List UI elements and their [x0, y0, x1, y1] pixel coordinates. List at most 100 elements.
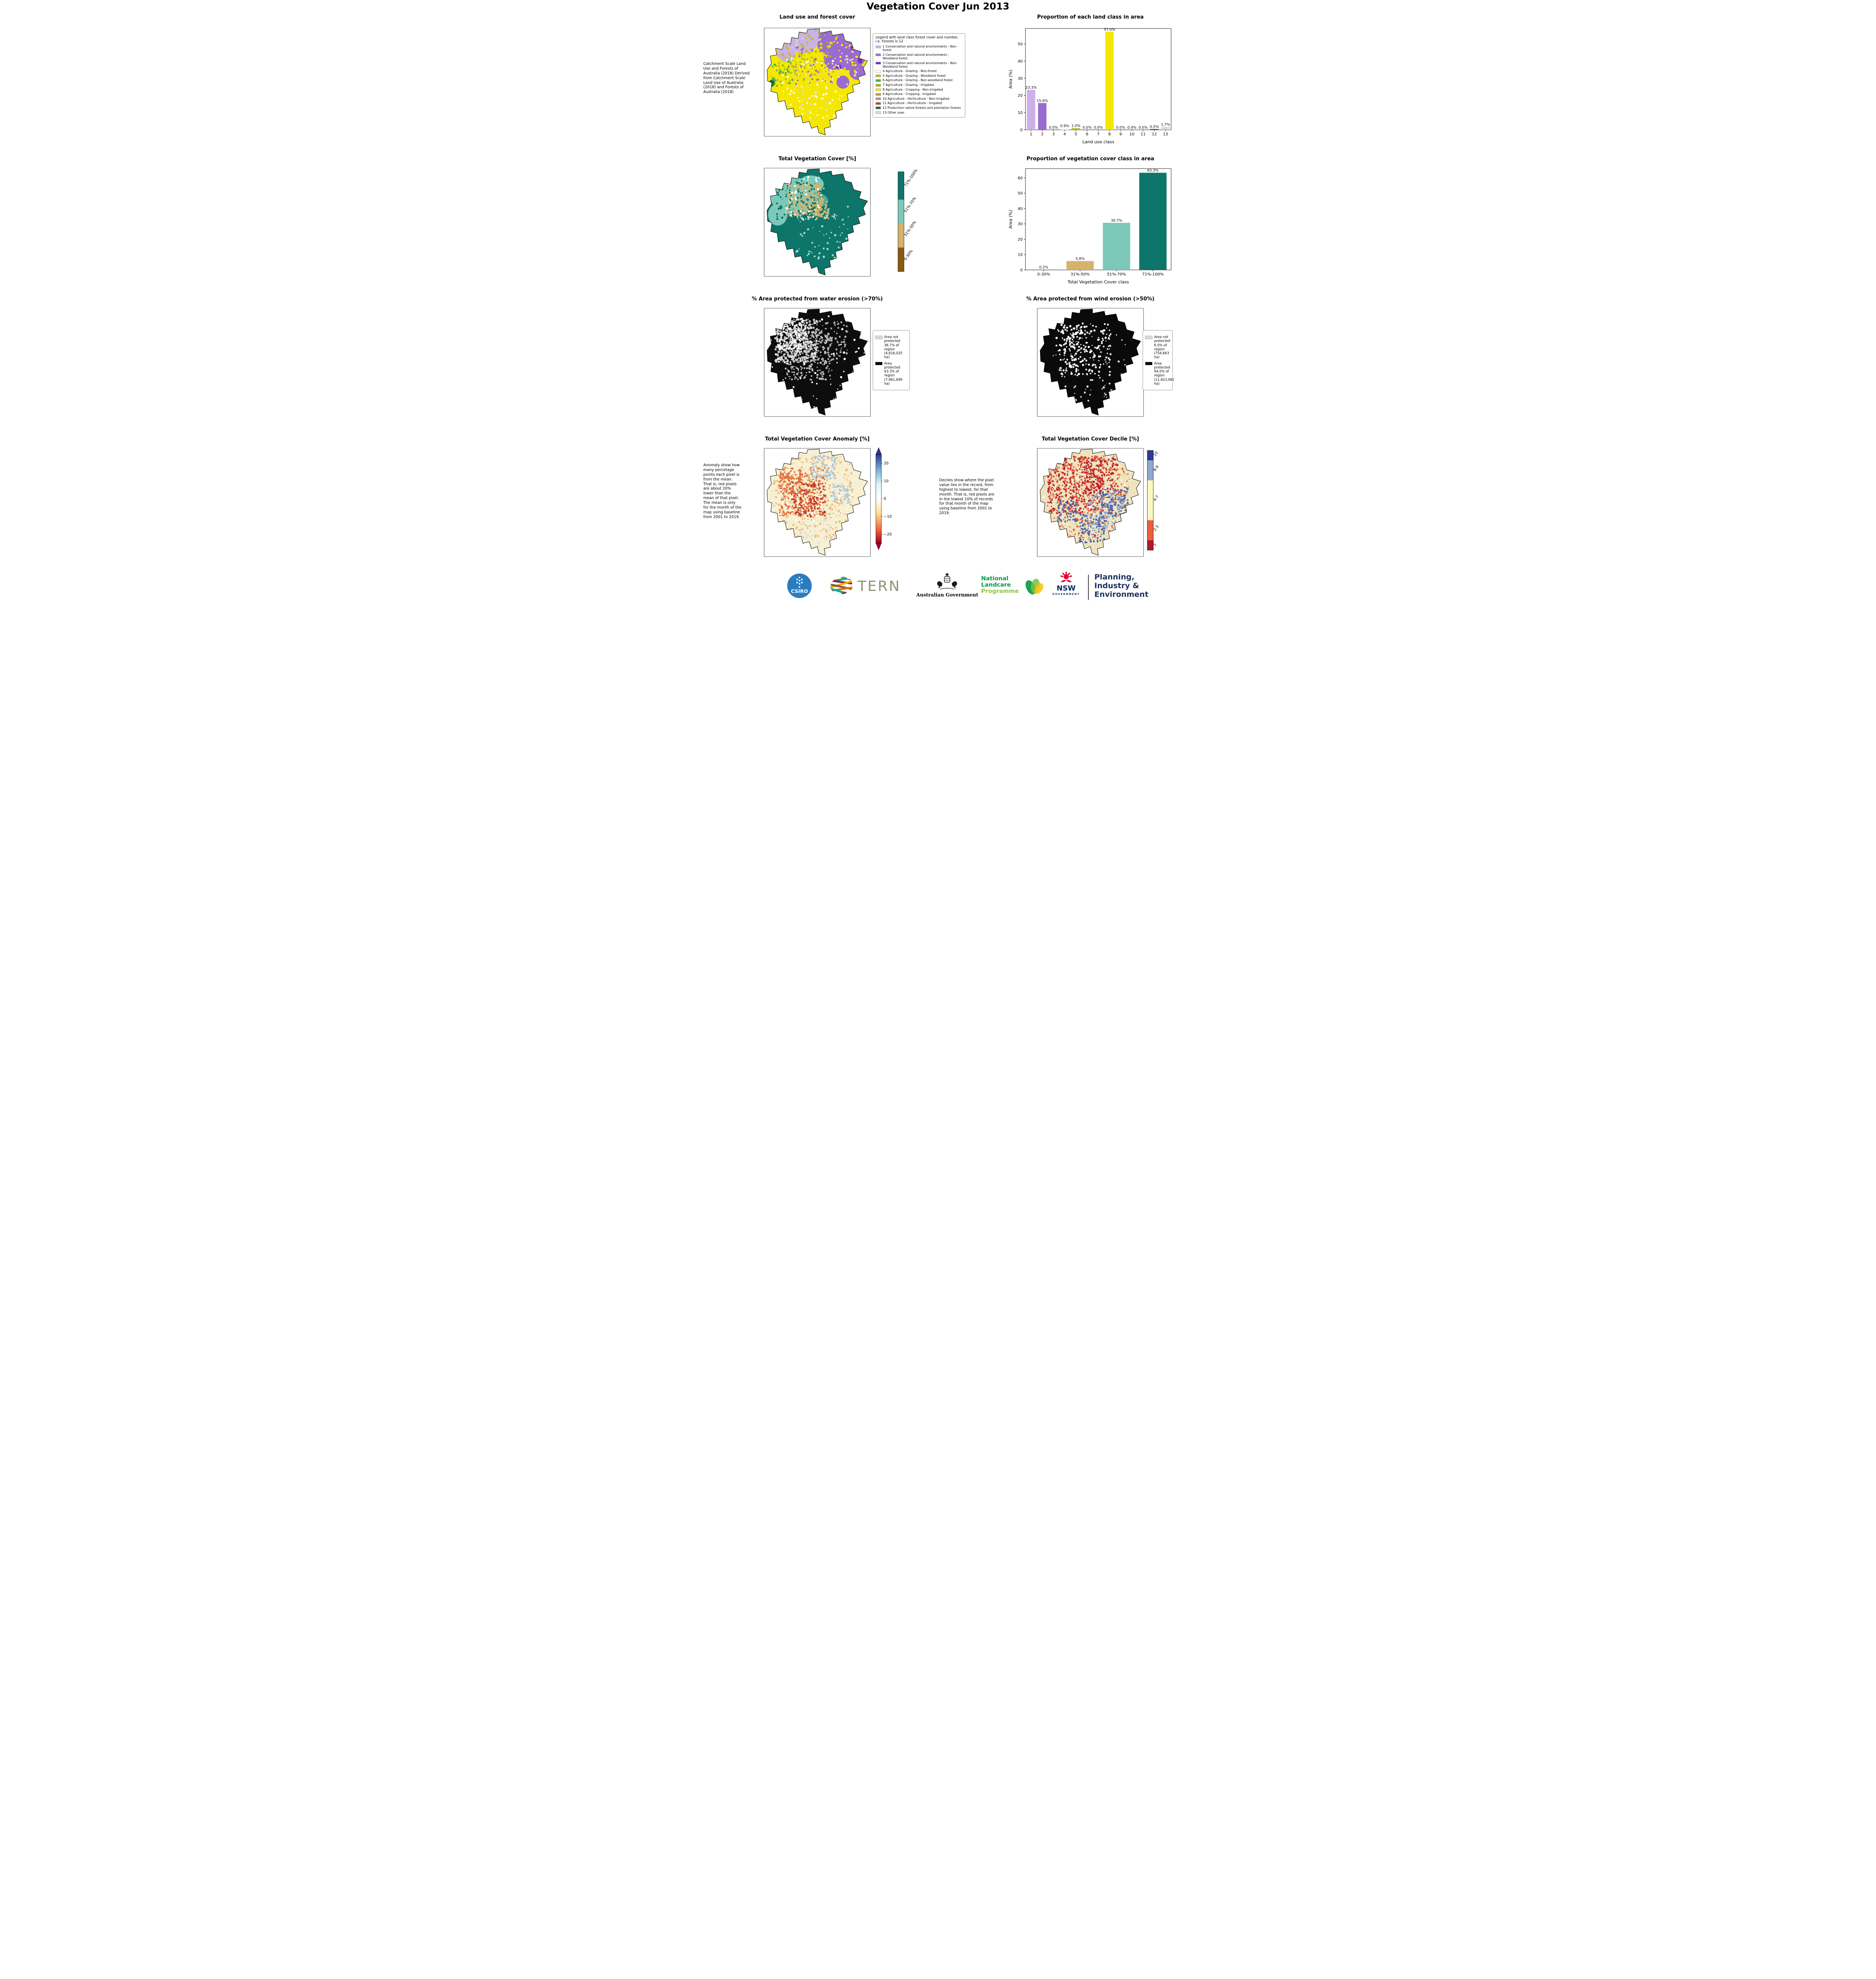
legend-item: 4 Agriculture - Grazing - Non-forest — [875, 69, 963, 73]
landuse-legend-title: Legend with land class forest cover and … — [875, 36, 959, 44]
x-tick-label: 12 — [1152, 132, 1157, 137]
decile-map-title: Total Vegetation Cover Decile [%] — [1042, 436, 1139, 442]
bar-value-label: 0.5% — [1150, 125, 1159, 129]
legend-swatch — [875, 335, 883, 339]
legend-item: 6 Agriculture - Grazing - Non-woodland f… — [875, 78, 963, 82]
australian-government-wordmark: Australian Government — [916, 592, 978, 598]
bar-value-label: 57.0% — [1104, 28, 1115, 32]
bar-13 — [1161, 127, 1170, 130]
catchment-outline — [767, 449, 868, 555]
anomaly-map — [764, 448, 871, 557]
planning-industry-environment-wordmark: Planning, Industry & Environment — [1094, 573, 1149, 599]
bar-value-label: 0.0% — [1116, 126, 1125, 130]
legend-label: Area not protected 6.0% of region (754,6… — [1154, 335, 1170, 359]
legend-label: 4 Agriculture - Grazing - Non-forest — [883, 69, 937, 73]
decile-note: Deciles show where the pixel value lies … — [939, 478, 995, 516]
legend-label: 3 Conservation and natural environments … — [883, 61, 957, 68]
legend-swatch — [875, 45, 881, 48]
landcare-leaves-icon — [1025, 579, 1044, 594]
legend-label: Area protected 94.0% of region (11,823,0… — [1154, 361, 1173, 386]
legend-label: 5 Agriculture - Grazing - Woodland fores… — [883, 74, 946, 78]
colorbar-label: 4-7 — [1153, 495, 1160, 502]
water-erosion-map — [764, 308, 871, 417]
landuse-map — [764, 28, 871, 137]
colorbar-label: 10 — [1153, 451, 1159, 457]
catchment-outline — [767, 169, 868, 275]
y-tick-label: 50 — [1018, 192, 1023, 196]
legend-swatch — [875, 70, 881, 73]
x-tick-label: 1 — [1030, 132, 1032, 137]
landuse-legend: Legend with land class forest cover and … — [873, 33, 965, 118]
legend-label: 1 Conservation and natural environments … — [883, 45, 957, 52]
bar-value-label: 0.9% — [1060, 124, 1069, 128]
map-frame — [1037, 448, 1143, 556]
y-tick-label: 0 — [1020, 268, 1023, 273]
nsw-waratah-icon — [1060, 572, 1072, 582]
colorbar-label: 71%-100% — [903, 168, 919, 188]
colorbar-tick-label: 20 — [884, 462, 889, 466]
legend-item: 5 Agriculture - Grazing - Woodland fores… — [875, 74, 963, 78]
map-frame — [764, 448, 870, 556]
landuse-source-note: Catchment Scale Land Use and Forests of … — [703, 62, 750, 95]
catchment-outline — [1040, 309, 1141, 415]
map-frame — [764, 168, 870, 276]
legend-swatch — [1145, 362, 1153, 365]
australian-coat-of-arms-icon — [937, 572, 957, 590]
colorbar-tick-label: 10 — [884, 479, 889, 483]
legend-label: 10 Agriculture - Horticulture - Non-irri… — [883, 97, 949, 101]
water-erosion-legend: Area not protected 36.7% of region (4,61… — [873, 330, 910, 390]
bar-value-label: 63.3% — [1147, 169, 1159, 173]
bar-value-label: 0.2% — [1039, 266, 1048, 270]
legend-swatch — [875, 106, 881, 110]
y-tick-label: 0 — [1020, 128, 1023, 133]
y-tick-label: 30 — [1018, 222, 1023, 226]
legend-label: Area not protected 36.7% of region (4,61… — [884, 335, 902, 359]
bar-value-label: 23.3% — [1025, 86, 1037, 90]
bar-5 — [1071, 128, 1080, 130]
legend-item: Area not protected 6.0% of region (754,6… — [1145, 335, 1170, 359]
bar-8 — [1105, 32, 1114, 130]
wind-erosion-legend: Area not protected 6.0% of region (754,6… — [1143, 330, 1173, 390]
tern-australia-icon — [830, 576, 853, 594]
australian-government-logo: Australian Government — [916, 572, 978, 598]
x-tick-label: 0-30% — [1037, 272, 1050, 277]
legend-swatch — [875, 111, 881, 114]
csiro-wordmark: CSIRO — [791, 588, 808, 594]
legend-swatch — [875, 84, 881, 87]
decile-colorbar: 10 8-9 4-7 2-3 1 — [1147, 450, 1160, 551]
legend-item: 3 Conservation and natural environments … — [875, 61, 963, 68]
vegcover-colorbar: 71%-100% 51%-70% 31%-50% 0-30% — [898, 168, 919, 272]
x-tick-label: 31%-50% — [1071, 272, 1090, 277]
legend-label: 12 Production native forests and plantat… — [883, 106, 961, 110]
landuse-map-title: Land use and forest cover — [779, 14, 855, 20]
bar-value-label: 5.8% — [1076, 257, 1085, 261]
legend-item: 7 Agriculture - Grazing - Irrigated — [875, 83, 963, 87]
x-tick-label: 7 — [1097, 132, 1099, 137]
tern-logo: TERN — [828, 575, 901, 598]
landcare-line-3: Programme — [981, 588, 1019, 594]
water-erosion-title: % Area protected from water erosion (>70… — [752, 296, 883, 302]
x-tick-label: 10 — [1130, 132, 1135, 137]
y-axis-label: Area (%) — [1008, 70, 1013, 89]
legend-item: 10 Agriculture - Horticulture - Non-irri… — [875, 97, 963, 101]
vegetation-report-figure: Vegetation Cover Jun 2013 Land use and f… — [703, 0, 1173, 608]
legend-swatch — [875, 97, 881, 101]
legend-swatch — [875, 93, 881, 96]
bar-value-label: 15.6% — [1037, 99, 1048, 103]
legend-item: Area protected 94.0% of region (11,823,0… — [1145, 361, 1173, 386]
catchment-outline — [767, 309, 868, 415]
anomaly-map-title: Total Vegetation Cover Anomaly [%] — [765, 436, 870, 442]
legend-item: Area not protected 36.7% of region (4,61… — [875, 335, 908, 359]
legend-label: 6 Agriculture - Grazing - Non-woodland f… — [883, 78, 953, 82]
landcare-line-1: National — [981, 575, 1008, 582]
map-frame — [764, 308, 870, 416]
bar-value-label: 0.0% — [1127, 126, 1136, 130]
legend-swatch — [875, 88, 881, 91]
csiro-logo: CSIRO — [786, 572, 813, 601]
bar-51%-70% — [1103, 222, 1130, 270]
bar-1 — [1027, 89, 1035, 130]
colorbar-label: 0-30% — [903, 249, 914, 261]
nsw-government-logo: NSW GOVERNMENT — [1052, 572, 1080, 596]
landcare-logo: National Landcare Programme — [981, 575, 1046, 598]
bar-2 — [1038, 103, 1047, 130]
